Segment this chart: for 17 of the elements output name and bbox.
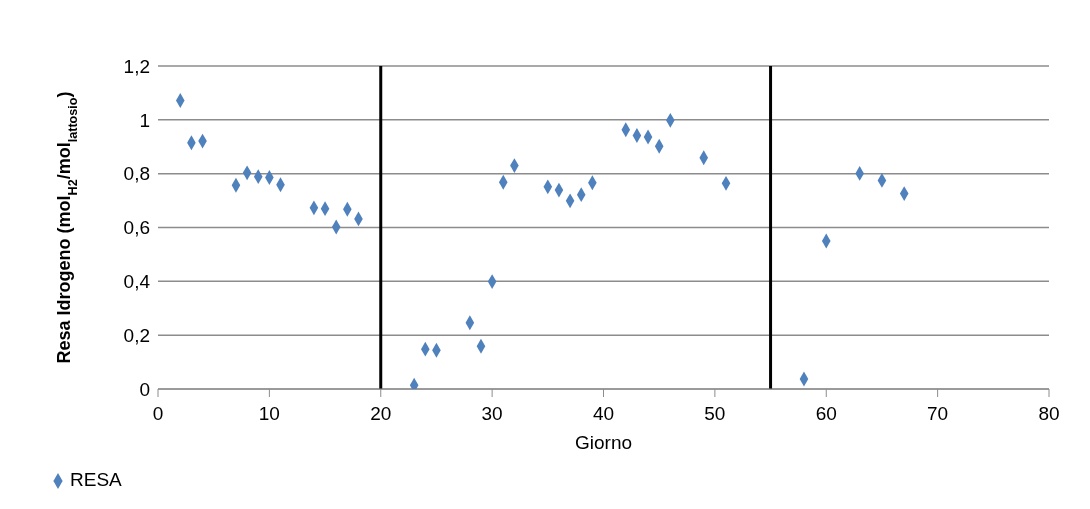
x-tick-label: 50 bbox=[704, 403, 726, 425]
x-tick-label: 10 bbox=[258, 403, 280, 425]
y-tick-label: 0 bbox=[139, 378, 150, 400]
y-tick-label: 1 bbox=[139, 109, 150, 131]
y-tick-label: 0,2 bbox=[123, 324, 150, 346]
x-tick-label: 80 bbox=[1038, 403, 1060, 425]
y-tick-label: 0,6 bbox=[123, 217, 150, 239]
y-tick-label: 0,4 bbox=[123, 271, 151, 293]
x-axis-title: Giorno bbox=[574, 432, 633, 453]
legend-label: RESA bbox=[70, 469, 122, 490]
x-tick-label: 40 bbox=[592, 403, 615, 425]
x-tick-label: 60 bbox=[815, 403, 837, 425]
x-tick-label: 70 bbox=[927, 403, 949, 425]
x-tick-label: 20 bbox=[370, 403, 392, 425]
y-tick-label: 0,8 bbox=[123, 163, 150, 185]
y-tick-label: 1,2 bbox=[123, 55, 150, 77]
x-tick-label: 30 bbox=[481, 403, 503, 425]
